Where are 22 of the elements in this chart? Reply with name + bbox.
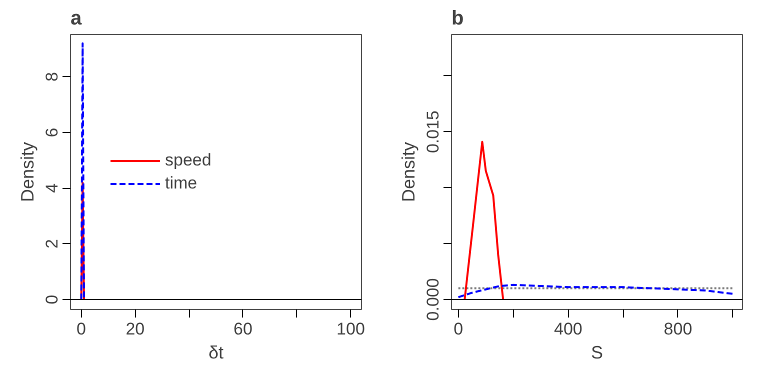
x-tick-label: 100 bbox=[336, 320, 365, 338]
y-tick-label: 4 bbox=[42, 183, 62, 193]
x-tick-label: 60 bbox=[233, 320, 252, 338]
x-tick-label: 20 bbox=[126, 320, 145, 338]
y-axis-title: Density bbox=[18, 142, 38, 202]
x-tick-label: 0 bbox=[76, 320, 86, 338]
x-tick-label: 400 bbox=[554, 320, 582, 338]
y-tick-label: 6 bbox=[42, 128, 62, 138]
y-tick-label: 0 bbox=[42, 294, 62, 304]
y-tick-label: 0.000 bbox=[424, 278, 442, 321]
y-tick-label: 2 bbox=[42, 239, 62, 249]
chart-title: a bbox=[70, 8, 82, 30]
chart-title: b bbox=[452, 8, 464, 30]
y-tick-label: 0.015 bbox=[424, 110, 442, 154]
x-tick-label: 800 bbox=[664, 320, 692, 338]
y-axis-title: Density bbox=[398, 142, 418, 202]
y-tick-label: 8 bbox=[42, 72, 62, 82]
legend-label: time bbox=[165, 173, 198, 193]
legend-label: speed bbox=[165, 150, 212, 170]
x-axis-title: δt bbox=[208, 342, 224, 362]
x-tick-label: 0 bbox=[454, 320, 464, 338]
x-axis-title: S bbox=[590, 342, 604, 362]
